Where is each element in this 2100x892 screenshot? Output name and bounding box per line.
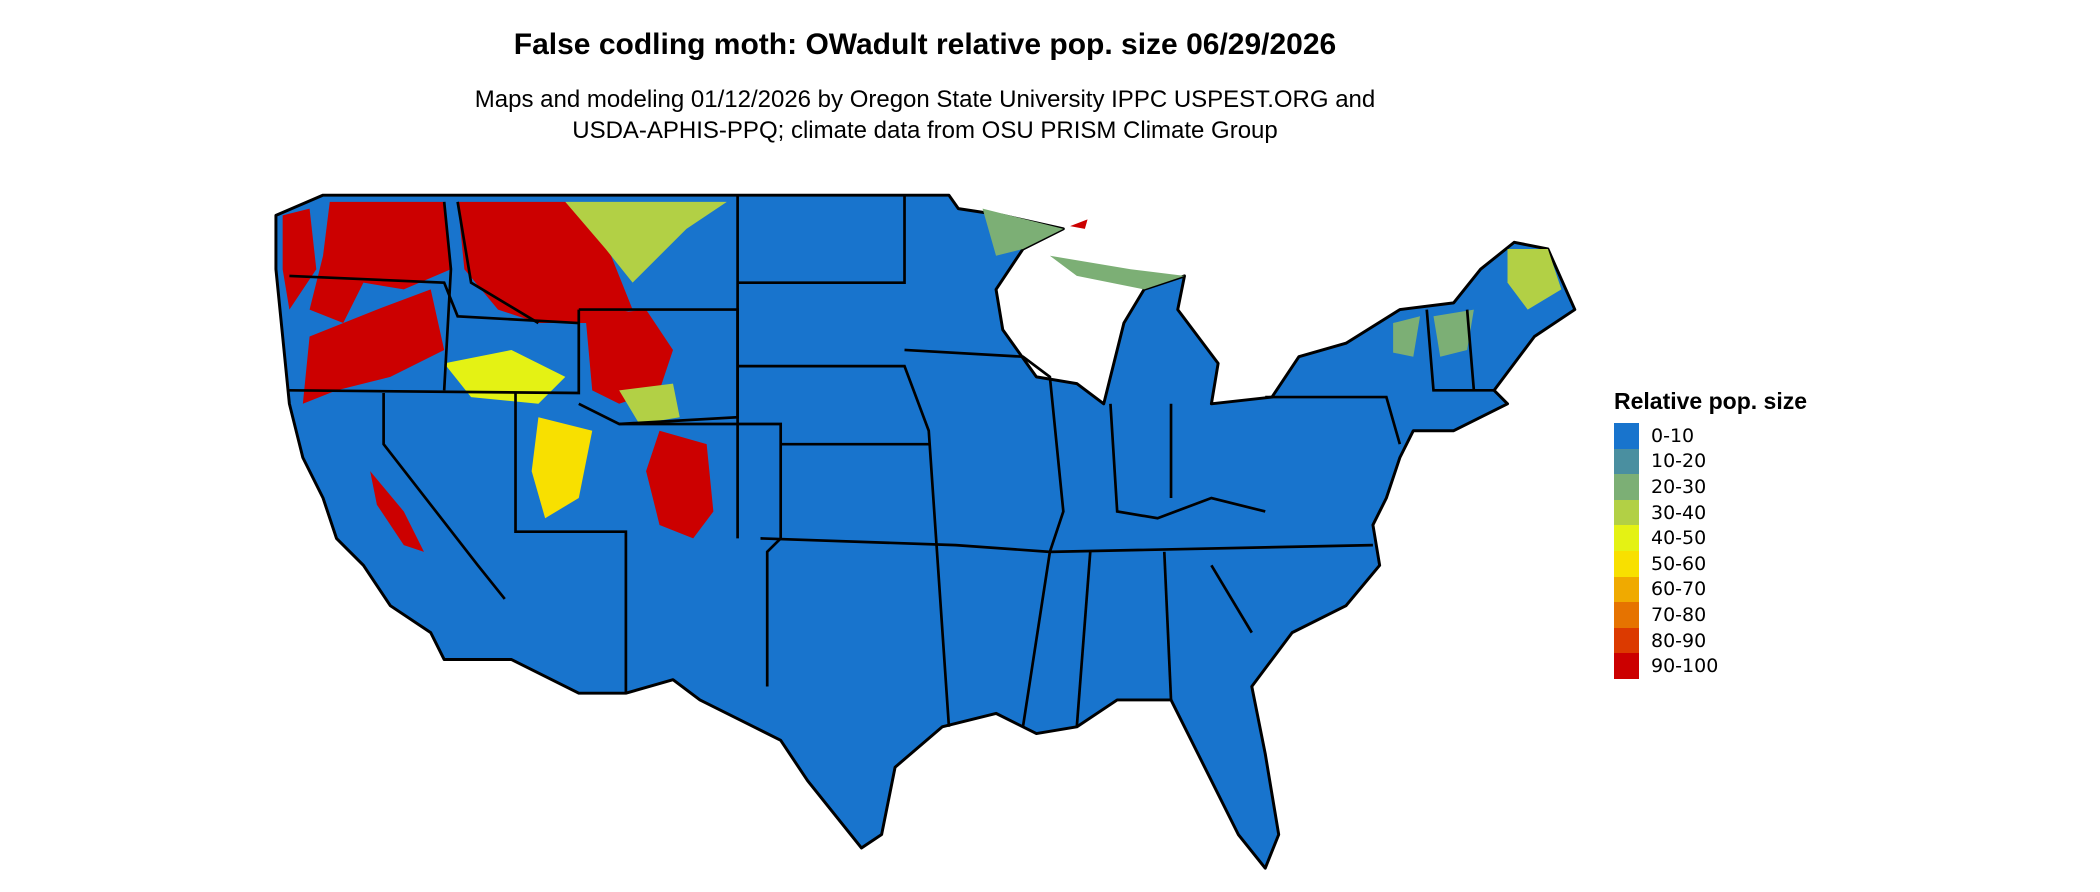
legend-label: 40-50 [1651, 527, 1707, 550]
legend-swatch [1614, 550, 1639, 577]
legend-item: 60-70 [1614, 576, 1807, 603]
legend-label: 30-40 [1651, 501, 1707, 524]
legend-label: 10-20 [1651, 450, 1707, 473]
legend-swatch [1614, 474, 1639, 500]
us-land [274, 193, 1577, 870]
legend-item: 50-60 [1614, 550, 1807, 577]
state-borders [289, 195, 1495, 728]
legend-swatch [1614, 499, 1639, 526]
map-title: False codling moth: OWadult relative pop… [513, 28, 1337, 61]
legend-label: 60-70 [1651, 578, 1707, 601]
map-subtitle: Maps and modeling 01/12/2026 by Oregon S… [0, 84, 1850, 146]
legend-item: 80-90 [1614, 627, 1807, 654]
legend-item: 20-30 [1614, 474, 1807, 500]
legend: Relative pop. size 0-10 10-20 20-30 30-40 40… [1614, 388, 1807, 679]
legend-label: 80-90 [1651, 629, 1707, 652]
legend-swatch [1614, 602, 1639, 628]
legend-item: 40-50 [1614, 525, 1807, 551]
legend-item: 30-40 [1614, 499, 1807, 526]
legend-swatch [1614, 448, 1639, 475]
subtitle-line-1: Maps and modeling 01/12/2026 by Oregon S… [474, 86, 1376, 113]
legend-swatch [1614, 423, 1639, 449]
legend-label: 0-10 [1651, 424, 1695, 447]
legend-item: 0-10 [1614, 423, 1807, 449]
legend-label: 20-30 [1651, 475, 1707, 498]
subtitle-line-2: USDA-APHIS-PPQ; climate data from OSU PR… [572, 117, 1278, 144]
legend-swatch [1614, 653, 1639, 679]
legend-item: 90-100 [1614, 653, 1807, 679]
legend-item: 70-80 [1614, 602, 1807, 628]
legend-title: Relative pop. size [1614, 388, 1808, 414]
legend-swatch [1614, 576, 1639, 603]
high-population-areas [282, 201, 1562, 552]
legend-item: 10-20 [1614, 448, 1807, 475]
legend-swatch [1614, 627, 1639, 654]
legend-label: 90-100 [1651, 655, 1719, 678]
legend-swatch [1614, 525, 1639, 551]
legend-label: 50-60 [1651, 552, 1707, 575]
legend-label: 70-80 [1651, 603, 1707, 626]
